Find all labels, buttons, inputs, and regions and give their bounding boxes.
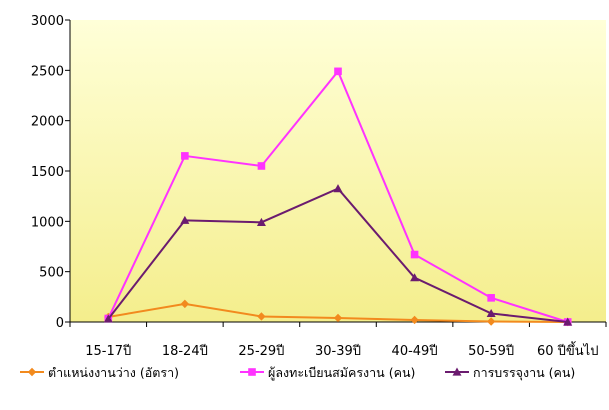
series-3 <box>103 184 573 326</box>
data-point-diamond <box>410 315 419 325</box>
x-tick-label: 18-24ปี <box>162 343 208 359</box>
data-point-triangle <box>333 184 343 193</box>
data-point-diamond <box>257 312 266 321</box>
x-tick-label: 15-17ปี <box>85 343 131 359</box>
data-point-triangle <box>452 367 462 376</box>
series-layer <box>103 67 573 327</box>
data-point-square <box>181 152 189 160</box>
y-tick-label: 2500 <box>31 64 64 79</box>
data-point-diamond <box>27 367 37 377</box>
y-tick-label: 1000 <box>31 215 64 230</box>
x-tick-label: 60 ปีขึ้นไป <box>537 341 599 359</box>
data-point-triangle <box>180 215 190 224</box>
legend-label: ผู้ลงทะเบียนสมัครงาน (คน) <box>268 365 415 381</box>
tick-labels: 0 500 1000 1500 2000 2500 3000 15-17ปี 18-24ปี 25… <box>31 14 599 359</box>
data-point-diamond <box>486 317 496 326</box>
x-tick-label: 25-29ปี <box>238 343 284 359</box>
data-point-square <box>257 162 266 170</box>
data-point-square <box>248 368 256 376</box>
y-tick-label: 2000 <box>31 115 64 130</box>
data-point-diamond <box>180 299 190 309</box>
data-point-square <box>334 67 342 76</box>
y-tick-label: 500 <box>39 266 64 281</box>
plot-area <box>70 20 606 322</box>
x-tick-label: 30-39ปี <box>315 343 361 359</box>
x-tick-label: 40-49ปี <box>392 343 438 359</box>
data-point-triangle <box>563 317 573 326</box>
legend-item-3: การบรรจุงาน (คน) <box>445 365 575 381</box>
y-tick-label: 1500 <box>31 165 64 180</box>
data-point-diamond <box>333 313 343 323</box>
data-point-square <box>410 250 419 259</box>
legend-label: การบรรจุงาน (คน) <box>473 365 575 381</box>
data-point-triangle <box>410 273 420 282</box>
legend-item-2: ผู้ลงทะเบียนสมัครงาน (คน) <box>240 365 415 381</box>
y-tick-label: 3000 <box>31 14 64 29</box>
legend-item-1: ตำแหน่งงานว่าง (อัตรา) <box>20 365 179 380</box>
data-point-triangle <box>256 217 266 226</box>
data-point-square <box>487 294 495 302</box>
x-tick-label: 50-59ปี <box>468 343 514 359</box>
y-tick-label: 0 <box>56 316 64 331</box>
data-point-triangle <box>486 308 496 318</box>
data-point-triangle <box>103 314 113 323</box>
legend-label: ตำแหน่งงานว่าง (อัตรา) <box>48 365 179 380</box>
legend: ตำแหน่งงานว่าง (อัตรา) ผู้ลงทะเบียนสมัครง… <box>20 365 575 381</box>
